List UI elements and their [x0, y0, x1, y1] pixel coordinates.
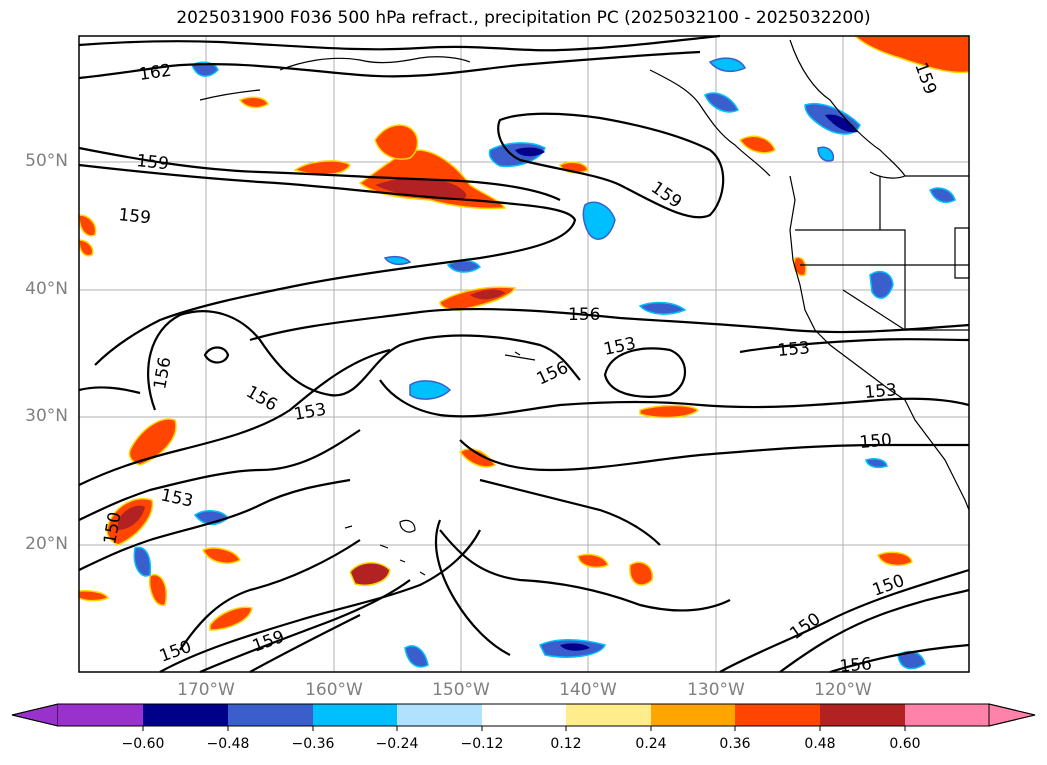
colorbar-segment — [735, 704, 820, 726]
colorbar-tick-label: −0.24 — [375, 736, 419, 752]
precip-patch — [148, 573, 167, 606]
precip-patch — [708, 57, 747, 73]
precip-patch — [191, 61, 219, 77]
precip-patch — [865, 458, 888, 469]
precip-patch — [201, 547, 241, 564]
colorbar-segment — [820, 704, 905, 726]
lon-label: 150°W — [432, 680, 490, 700]
colorbar-tick-label: 0.60 — [889, 736, 921, 752]
precip-patch — [853, 35, 970, 74]
precip-patch — [133, 546, 152, 577]
colorbar-segment — [566, 704, 651, 726]
colorbar-tick-label: 0.12 — [550, 736, 582, 752]
precip-patch — [629, 561, 654, 586]
precip-patch — [78, 590, 110, 602]
contour-label: 159 — [135, 151, 169, 174]
precip-patch — [78, 239, 94, 257]
lon-label: 120°W — [814, 680, 872, 700]
precip-patch — [929, 187, 956, 203]
precip-patch — [877, 551, 913, 567]
colorbar-tick-label: −0.36 — [291, 736, 335, 752]
colorbar-segment — [228, 704, 313, 726]
lon-label: 160°W — [305, 680, 363, 700]
map-border — [78, 35, 970, 673]
precip-patch — [409, 380, 452, 400]
colorbar-segment — [905, 704, 989, 726]
precip-patch — [383, 255, 412, 266]
precip-patch — [238, 96, 269, 109]
colorbar-extend-max — [988, 703, 1036, 727]
precip-patch — [349, 562, 391, 586]
colorbar-tick-label: 0.36 — [719, 736, 751, 752]
precip-patch — [825, 114, 858, 133]
precip-patch — [470, 289, 505, 300]
precip-patch — [638, 301, 687, 315]
lat-label: 40°N — [25, 279, 68, 299]
lon-label: 140°W — [559, 680, 617, 700]
lat-label: 30°N — [25, 406, 68, 426]
contour-label: 162 — [138, 61, 173, 85]
colorbar-segment — [482, 704, 566, 726]
refractivity-contours — [78, 34, 970, 674]
colorbar-tick-label: 0.48 — [804, 736, 836, 752]
precip-patch — [738, 135, 776, 154]
precip-patch — [209, 606, 253, 631]
precip-patch — [639, 404, 700, 419]
contour-label: 153 — [777, 338, 811, 361]
precip-patch — [128, 418, 177, 466]
precip-negative-patches — [133, 57, 956, 670]
colorbar-outline — [11, 703, 1036, 727]
contour-label: 159 — [117, 205, 151, 228]
lat-label: 20°N — [25, 534, 68, 554]
contour-label: 153 — [864, 380, 898, 403]
map-title: 2025031900 F036 500 hPa refract., precip… — [176, 8, 871, 28]
colorbar-segment — [397, 704, 482, 726]
colorbar-segment — [143, 704, 228, 726]
precip-patch — [118, 505, 145, 530]
colorbar-tick-label: 0.24 — [635, 736, 667, 752]
colorbar — [11, 703, 1036, 731]
lon-label: 170°W — [177, 680, 235, 700]
precip-patch — [404, 645, 429, 668]
colorbar-tick-label: −0.60 — [121, 736, 165, 752]
colorbar-segment — [58, 704, 143, 726]
contour-label: 156 — [839, 654, 873, 677]
precip-patch — [582, 201, 616, 240]
contour-label: 150 — [859, 430, 893, 453]
colorbar-tick-label: −0.48 — [206, 736, 250, 752]
colorbar-segment — [313, 704, 397, 726]
colorbar-tick-label: −0.12 — [460, 736, 504, 752]
precip-patch — [374, 124, 419, 160]
colorbar-segment — [651, 704, 735, 726]
lat-label: 50°N — [25, 151, 68, 171]
contour-label: 156 — [568, 305, 600, 325]
precip-patch — [704, 92, 740, 113]
precip-patch — [560, 643, 590, 651]
precip-patch — [375, 177, 467, 200]
precip-patch — [515, 147, 545, 157]
precip-patch — [817, 146, 835, 162]
precip-patch — [869, 270, 894, 299]
precip-patch — [577, 553, 609, 568]
precip-patch — [78, 214, 97, 237]
lon-label: 130°W — [687, 680, 745, 700]
coastlines — [199, 39, 970, 576]
colorbar-extend-min — [11, 703, 59, 727]
